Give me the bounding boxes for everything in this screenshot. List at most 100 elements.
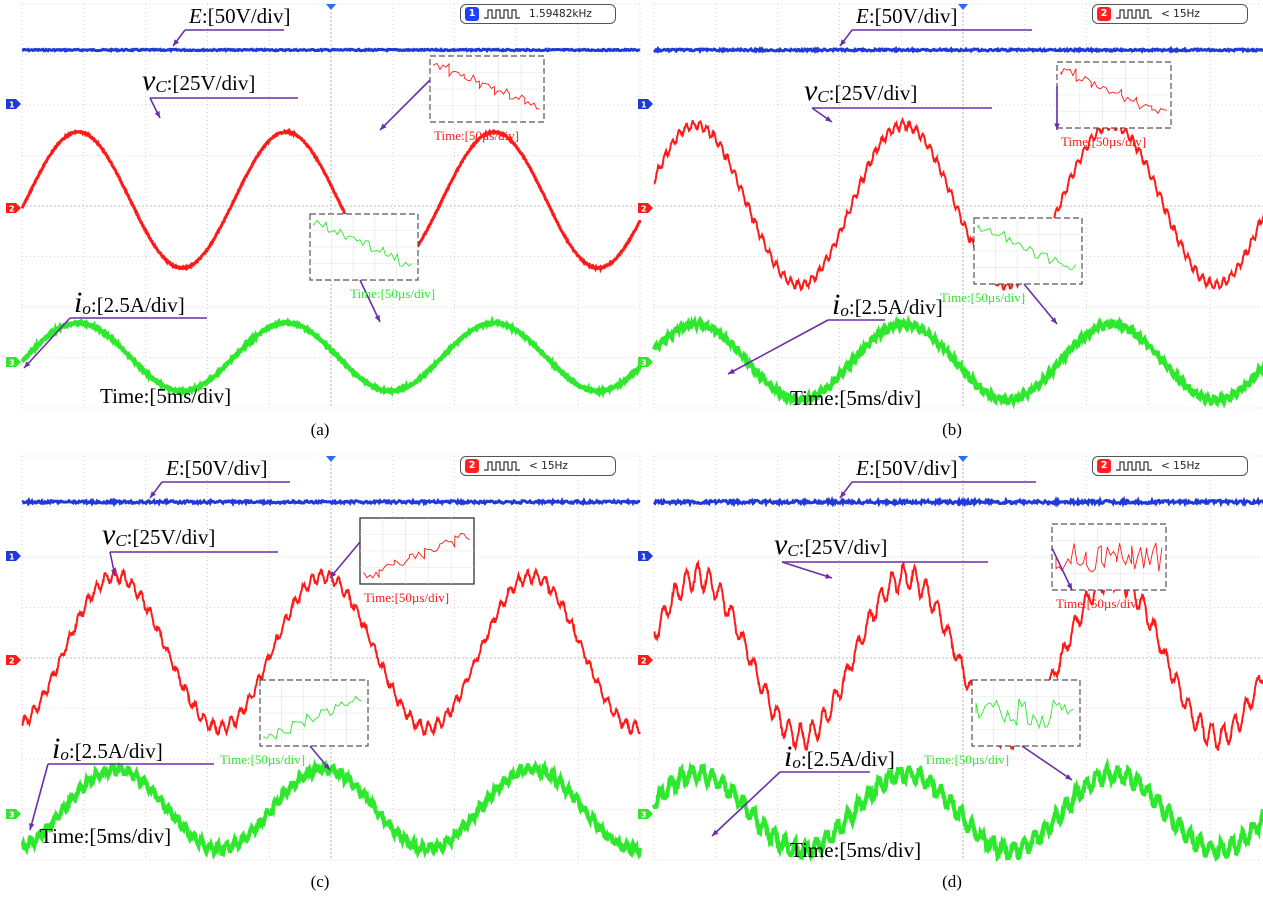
trace-vC bbox=[20, 127, 642, 274]
trace-io bbox=[20, 315, 642, 399]
svg-text:3: 3 bbox=[9, 359, 15, 368]
trigger-channel-badge: 1 bbox=[465, 7, 479, 21]
svg-text:2: 2 bbox=[9, 657, 15, 666]
panel-caption: (a) bbox=[310, 420, 330, 439]
svg-text:3: 3 bbox=[641, 811, 647, 820]
io-inset-time-label: Time:[50µs/div] bbox=[220, 752, 306, 767]
svg-text:2: 2 bbox=[641, 657, 647, 666]
channel-3-marker: 3 bbox=[638, 357, 653, 368]
io-label: io:[2.5A/div] bbox=[74, 286, 185, 319]
frequency-readout: 1 1.59482kHz bbox=[460, 4, 616, 24]
trace-E bbox=[652, 45, 1263, 55]
trace-E bbox=[652, 495, 1263, 508]
io-zoom-inset bbox=[309, 213, 419, 281]
trigger-channel-badge: 2 bbox=[465, 459, 479, 473]
panel-caption: (d) bbox=[942, 872, 962, 891]
vc-arrow bbox=[781, 561, 833, 579]
channel-3-marker: 3 bbox=[638, 809, 653, 820]
channel-2-marker: 2 bbox=[638, 655, 653, 666]
svg-text:1: 1 bbox=[9, 553, 15, 562]
trace-E bbox=[21, 47, 641, 54]
io-inset-time-label: Time:[50µs/div] bbox=[350, 286, 436, 301]
trace-vC bbox=[21, 566, 641, 737]
vc-inset-arrow bbox=[329, 541, 361, 579]
pulse-icon bbox=[484, 9, 520, 19]
vc-zoom-inset bbox=[429, 55, 545, 123]
grid bbox=[21, 455, 641, 861]
trace-io bbox=[652, 314, 1263, 410]
oscilloscope-plot: 1 2 3 bbox=[6, 455, 642, 861]
io-arrow bbox=[711, 771, 781, 837]
io-zoom-inset bbox=[973, 217, 1083, 285]
io-inset-arrow bbox=[309, 745, 331, 771]
vc-arrow bbox=[149, 97, 161, 119]
vc-inset-arrow bbox=[1051, 547, 1073, 591]
vc-inset-time-label: Time:[50µs/div] bbox=[1056, 596, 1142, 611]
e-label: E:[50V/div] bbox=[189, 4, 291, 28]
svg-text:1: 1 bbox=[9, 101, 15, 110]
vc-inset-time-label: Time:[50µs/div] bbox=[434, 128, 520, 143]
pulse-icon bbox=[484, 461, 520, 471]
pulse-icon bbox=[1116, 461, 1152, 471]
svg-text:1: 1 bbox=[641, 553, 647, 562]
frequency-value: < 15Hz bbox=[529, 460, 568, 472]
vc-label: vC:[25V/div] bbox=[774, 528, 888, 561]
channel-1-marker: 1 bbox=[6, 551, 21, 562]
trigger-position-marker bbox=[958, 4, 968, 10]
e-arrow bbox=[839, 29, 853, 47]
frequency-value: 1.59482kHz bbox=[529, 8, 592, 20]
vc-label: vC:[25V/div] bbox=[102, 518, 216, 551]
e-label: E:[50V/div] bbox=[856, 456, 958, 480]
svg-text:2: 2 bbox=[641, 205, 647, 214]
io-label: io:[2.5A/div] bbox=[784, 740, 895, 773]
trace-E bbox=[21, 496, 641, 508]
vc-label: vC:[25V/div] bbox=[804, 74, 918, 107]
io-inset-time-label: Time:[50µs/div] bbox=[924, 752, 1010, 767]
trace-io bbox=[20, 758, 642, 861]
vc-zoom-inset bbox=[359, 517, 475, 585]
vc-inset-arrow bbox=[1054, 86, 1060, 130]
io-inset-arrow bbox=[359, 279, 381, 323]
trace-vC bbox=[653, 116, 1263, 292]
vc-inset-arrow bbox=[379, 79, 431, 131]
io-arrow bbox=[23, 317, 71, 369]
channel-1-marker: 1 bbox=[6, 99, 21, 110]
io-zoom-inset bbox=[971, 679, 1081, 747]
grid bbox=[653, 3, 1263, 409]
oscilloscope-plot: 1 2 3 bbox=[638, 3, 1263, 410]
trigger-channel-badge: 2 bbox=[1097, 7, 1111, 21]
vc-inset-time-label: Time:[50µs/div] bbox=[1061, 134, 1147, 149]
frequency-readout: 2 < 15Hz bbox=[460, 456, 616, 476]
channel-1-marker: 1 bbox=[638, 551, 653, 562]
channel-1-marker: 1 bbox=[638, 99, 653, 110]
channel-2-marker: 2 bbox=[6, 655, 21, 666]
vc-zoom-inset bbox=[1056, 61, 1172, 129]
io-label: io:[2.5A/div] bbox=[52, 732, 163, 765]
e-label: E:[50V/div] bbox=[856, 4, 958, 28]
time-scale-label: Time:[5ms/div] bbox=[790, 386, 922, 410]
scope-panel-a: 1 2 3 E:[50V/div] vC:[25V/div] io:[2.5A/div] T… bbox=[0, 0, 642, 452]
oscilloscope-plot: 1 2 3 bbox=[638, 455, 1263, 863]
panel-caption: (c) bbox=[310, 872, 330, 891]
frequency-value: < 15Hz bbox=[1161, 460, 1200, 472]
io-inset-time-label: Time:[50µs/div] bbox=[940, 290, 1026, 305]
channel-3-marker: 3 bbox=[6, 809, 21, 820]
trace-vC bbox=[653, 559, 1263, 752]
channel-2-marker: 2 bbox=[638, 203, 653, 214]
channel-2-marker: 2 bbox=[6, 203, 21, 214]
time-scale-label: Time:[5ms/div] bbox=[790, 838, 922, 862]
scope-panel-c: 1 2 3 E:[50V/div] vC:[25V/div] io:[2.5A/div] T… bbox=[0, 452, 642, 904]
trigger-channel-badge: 2 bbox=[1097, 459, 1111, 473]
e-arrow bbox=[839, 481, 853, 499]
trigger-position-marker bbox=[326, 456, 336, 462]
frequency-readout: 2 < 15Hz bbox=[1092, 456, 1248, 476]
io-zoom-inset bbox=[259, 679, 369, 747]
io-label: io:[2.5A/div] bbox=[832, 288, 943, 321]
vc-arrow bbox=[811, 107, 833, 123]
e-arrow bbox=[149, 481, 163, 499]
e-arrow bbox=[172, 29, 186, 47]
vc-zoom-inset bbox=[1051, 523, 1167, 591]
svg-text:1: 1 bbox=[641, 101, 647, 110]
trigger-position-marker bbox=[326, 4, 336, 10]
time-scale-label: Time:[5ms/div] bbox=[100, 384, 232, 408]
